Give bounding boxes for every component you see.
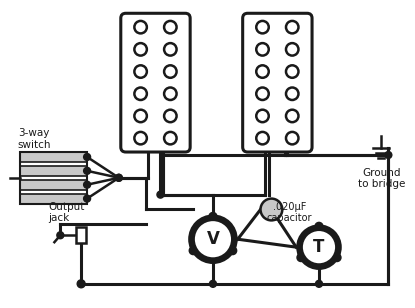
FancyBboxPatch shape — [121, 13, 190, 152]
Circle shape — [164, 132, 176, 144]
Circle shape — [164, 110, 176, 122]
Circle shape — [256, 43, 269, 56]
Circle shape — [256, 132, 269, 144]
Circle shape — [164, 87, 176, 100]
Circle shape — [209, 213, 217, 221]
Circle shape — [286, 110, 298, 122]
Circle shape — [286, 132, 298, 144]
Text: .020μF
capacitor: .020μF capacitor — [266, 201, 312, 223]
Text: T: T — [313, 238, 325, 256]
Circle shape — [315, 280, 322, 287]
Circle shape — [188, 214, 238, 264]
Circle shape — [164, 43, 176, 56]
Circle shape — [286, 87, 298, 100]
Circle shape — [84, 153, 90, 160]
Circle shape — [333, 253, 341, 261]
Circle shape — [229, 247, 237, 255]
FancyBboxPatch shape — [243, 13, 312, 152]
Circle shape — [256, 65, 269, 78]
Circle shape — [301, 229, 337, 265]
Bar — [20, 180, 87, 190]
Circle shape — [164, 65, 176, 78]
Circle shape — [134, 65, 147, 78]
Circle shape — [193, 219, 233, 259]
Circle shape — [134, 87, 147, 100]
Circle shape — [57, 232, 64, 239]
Circle shape — [256, 87, 269, 100]
Bar — [20, 194, 87, 204]
Bar — [76, 227, 86, 243]
Circle shape — [84, 167, 90, 174]
Bar — [20, 166, 87, 176]
Circle shape — [315, 222, 323, 230]
Text: V: V — [207, 230, 220, 248]
Circle shape — [261, 199, 282, 221]
Circle shape — [157, 191, 164, 198]
Bar — [20, 152, 87, 162]
Circle shape — [296, 224, 342, 270]
Circle shape — [134, 110, 147, 122]
Circle shape — [297, 253, 305, 261]
Circle shape — [84, 195, 90, 202]
Bar — [20, 152, 87, 204]
Circle shape — [115, 174, 122, 181]
Circle shape — [286, 21, 298, 33]
Circle shape — [286, 65, 298, 78]
Circle shape — [77, 280, 85, 288]
Circle shape — [134, 132, 147, 144]
Circle shape — [189, 247, 197, 255]
Circle shape — [84, 181, 90, 188]
Circle shape — [256, 110, 269, 122]
Text: Ground
to bridge: Ground to bridge — [358, 168, 405, 189]
Circle shape — [210, 280, 216, 287]
Circle shape — [286, 43, 298, 56]
Text: Output
jack: Output jack — [49, 202, 85, 223]
Text: 3-way
switch: 3-way switch — [18, 128, 51, 150]
Circle shape — [134, 21, 147, 33]
Circle shape — [134, 43, 147, 56]
Circle shape — [385, 152, 392, 158]
Circle shape — [256, 21, 269, 33]
Circle shape — [115, 174, 122, 181]
Circle shape — [164, 21, 176, 33]
